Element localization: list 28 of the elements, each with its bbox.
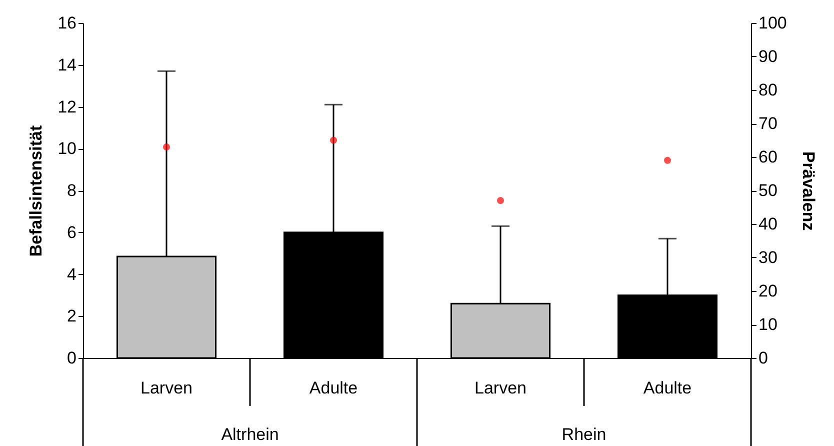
x-tick-label: Adulte xyxy=(309,378,358,398)
y2-tick-label: 70 xyxy=(758,114,778,133)
y2-tick-label: 50 xyxy=(758,181,778,200)
y-tick-label: 8 xyxy=(67,181,76,200)
y2-tick-label: 10 xyxy=(758,315,778,334)
y-tick-label: 4 xyxy=(67,264,76,284)
x-tick-label: Adulte xyxy=(643,378,692,398)
y-tick-label: 14 xyxy=(58,55,76,74)
x-tick-label: Larven xyxy=(474,378,526,398)
y-tick-label: 2 xyxy=(67,306,76,326)
y2-tick-label: 40 xyxy=(758,214,778,234)
y2-tick-label: 20 xyxy=(758,282,778,300)
y2-tick-label: 60 xyxy=(758,148,778,166)
text: Rhein xyxy=(562,425,606,444)
x-tick-label: Larven xyxy=(140,378,192,398)
y-axis-title: Befallsintensität xyxy=(26,125,46,257)
y2-tick-label: 100 xyxy=(758,14,787,32)
y-tick-label: 0 xyxy=(67,348,76,368)
y2-tick-label: 80 xyxy=(758,80,778,100)
y2-tick-label: 90 xyxy=(758,47,778,66)
y-tick-label: 6 xyxy=(67,222,76,242)
y2-tick-label: 30 xyxy=(758,248,778,267)
y2-tick-label: 0 xyxy=(758,348,768,368)
y-tick-label: 16 xyxy=(58,14,76,32)
y-tick-label: 12 xyxy=(58,97,76,116)
y2-axis-title: Prävalenz xyxy=(798,151,818,231)
y-tick-label: 10 xyxy=(58,139,76,158)
text: Altrhein xyxy=(221,425,279,444)
